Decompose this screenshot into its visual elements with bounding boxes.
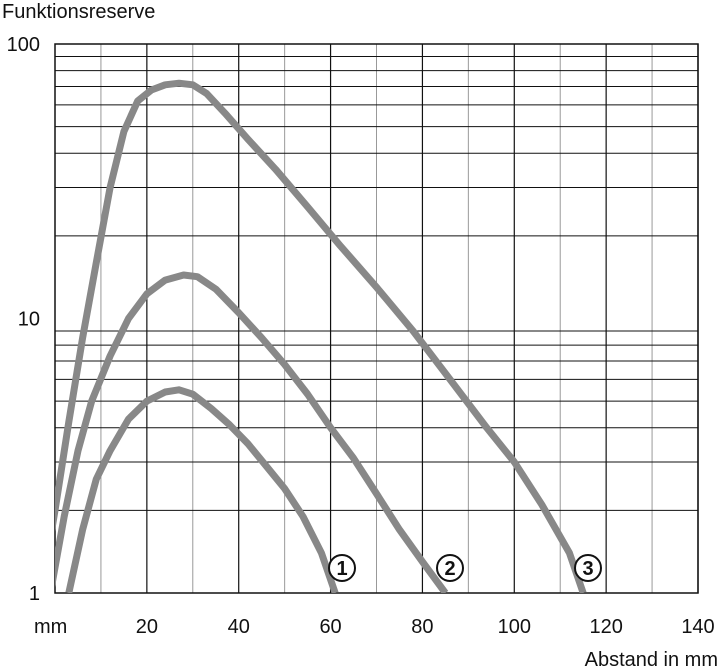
x-tick-label: 140 [681, 616, 714, 638]
curve-labels: 1 2 3 [328, 554, 602, 582]
curve-label-circle-1 [328, 554, 356, 582]
curve-label-circle-2 [436, 554, 464, 582]
series-line-1 [65, 386, 339, 593]
curve-label-1: 1 [336, 558, 347, 580]
x-tick-label: 60 [319, 616, 341, 638]
y-tick-label: 100 [7, 34, 40, 56]
curve-label-circle-3 [574, 554, 602, 582]
x-tick-label: 100 [498, 616, 531, 638]
x-tick-label: 20 [136, 616, 158, 638]
x-tick-label: 120 [589, 616, 622, 638]
y-tick-label: 1 [29, 583, 40, 605]
tick-labels: 20 40 60 80 100 120 140 1 10 100 [7, 34, 715, 638]
x-unit-label: mm [34, 616, 67, 638]
curve-label-3: 3 [582, 558, 593, 580]
y-tick-label: 10 [18, 309, 40, 331]
curve-label-2: 2 [444, 558, 455, 580]
x-axis-label: Abstand in mm [585, 649, 718, 670]
series-group [55, 79, 587, 593]
plot-frame [54, 43, 699, 594]
grid [54, 43, 699, 594]
x-tick-label: 40 [228, 616, 250, 638]
x-tick-label: 80 [411, 616, 433, 638]
series-line-3 [55, 79, 587, 593]
y-axis-label: Funktionsreserve [2, 1, 155, 23]
series-line-2 [55, 271, 449, 593]
